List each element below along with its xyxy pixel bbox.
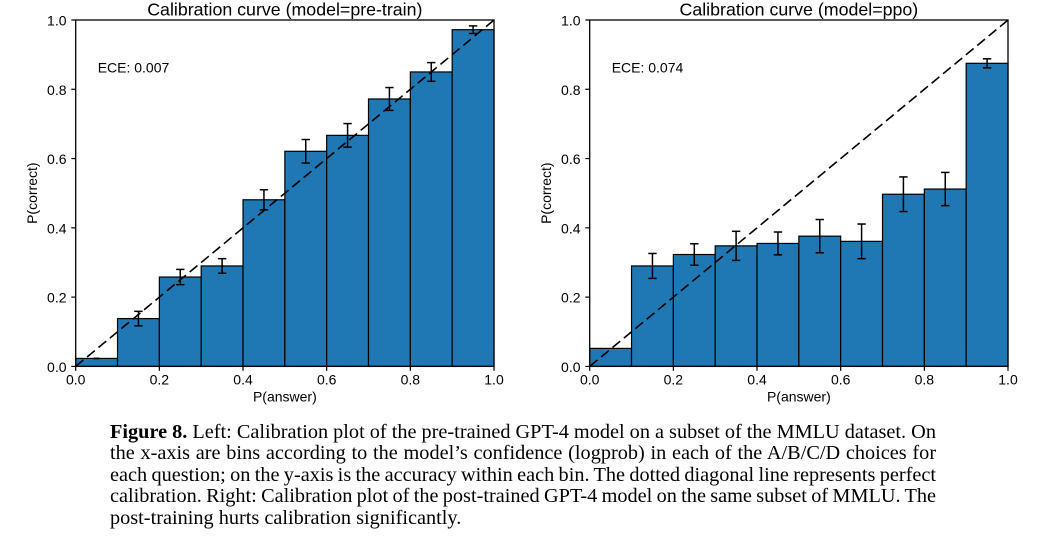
svg-text:0.2: 0.2: [561, 290, 581, 306]
svg-text:0.6: 0.6: [317, 372, 337, 388]
svg-text:0.8: 0.8: [401, 372, 421, 388]
svg-text:1.0: 1.0: [47, 13, 67, 29]
svg-text:0.6: 0.6: [831, 372, 851, 388]
svg-text:0.4: 0.4: [747, 372, 767, 388]
svg-text:0.0: 0.0: [47, 359, 67, 375]
svg-text:ECE: 0.074: ECE: 0.074: [612, 59, 684, 75]
svg-text:0.2: 0.2: [47, 290, 67, 306]
svg-text:0.4: 0.4: [561, 220, 581, 236]
svg-text:Calibration curve (model=ppo): Calibration curve (model=ppo): [680, 0, 919, 20]
svg-text:0.4: 0.4: [233, 372, 253, 388]
svg-text:0.8: 0.8: [47, 82, 67, 98]
svg-text:1.0: 1.0: [998, 372, 1018, 388]
svg-text:P(correct): P(correct): [24, 162, 40, 223]
svg-text:Calibration curve (model=pre-t: Calibration curve (model=pre-train): [147, 0, 422, 20]
svg-text:0.0: 0.0: [580, 372, 600, 388]
svg-text:0.6: 0.6: [561, 151, 581, 167]
svg-text:1.0: 1.0: [561, 13, 581, 29]
svg-text:P(correct): P(correct): [538, 162, 554, 223]
svg-text:0.4: 0.4: [47, 220, 67, 236]
svg-text:ECE: 0.007: ECE: 0.007: [98, 59, 170, 75]
svg-text:0.8: 0.8: [561, 82, 581, 98]
svg-text:1.0: 1.0: [484, 372, 504, 388]
svg-text:P(answer): P(answer): [767, 389, 831, 405]
svg-text:0.8: 0.8: [915, 372, 935, 388]
svg-text:0.0: 0.0: [66, 372, 86, 388]
svg-text:0.2: 0.2: [150, 372, 170, 388]
svg-text:0.0: 0.0: [561, 359, 581, 375]
svg-text:0.2: 0.2: [664, 372, 684, 388]
svg-text:P(answer): P(answer): [253, 389, 317, 405]
svg-text:0.6: 0.6: [47, 151, 67, 167]
